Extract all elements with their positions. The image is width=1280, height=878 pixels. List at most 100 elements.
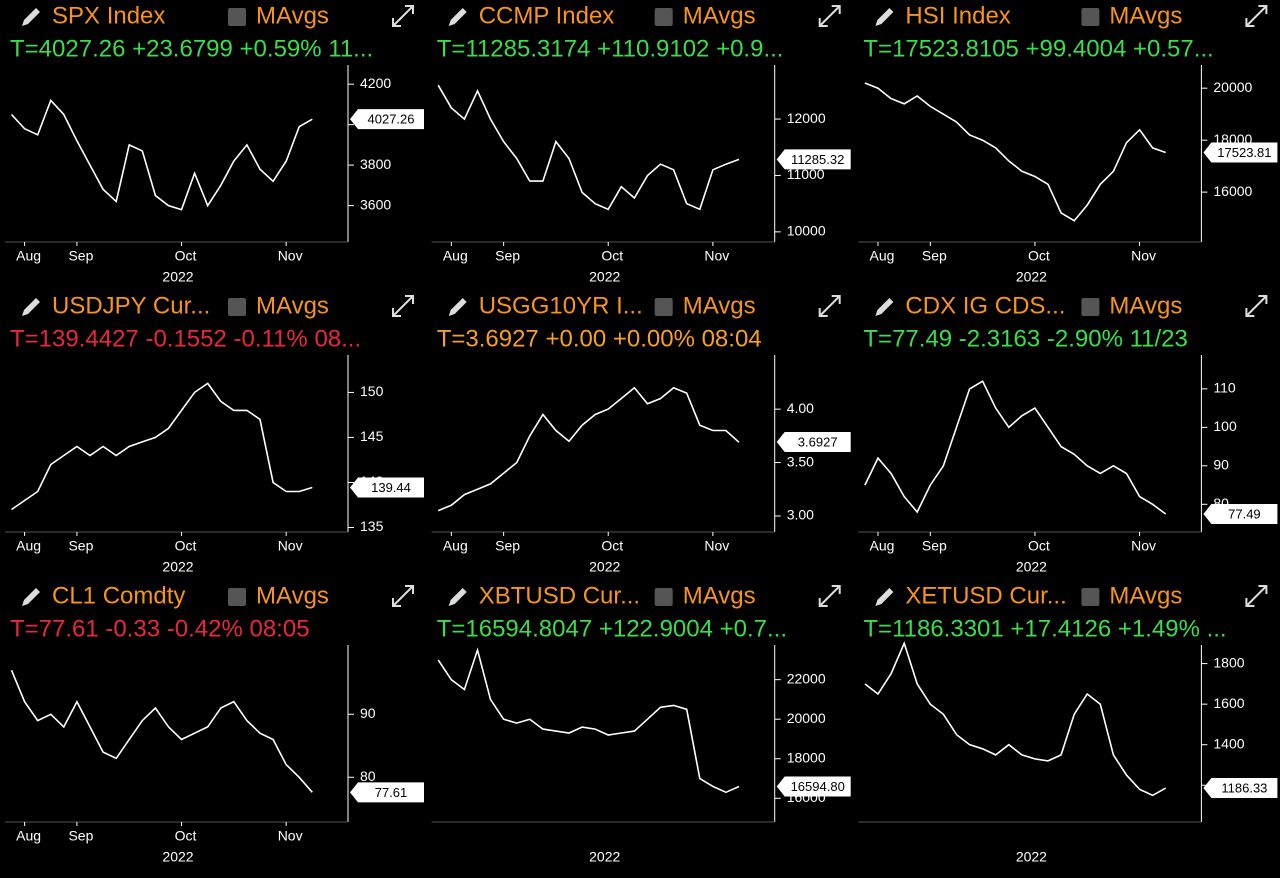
last-value-label: 17523.81	[1217, 145, 1271, 160]
x-tick-label: Oct	[175, 248, 197, 264]
toggle-label[interactable]: MAvgs	[1109, 2, 1182, 29]
panel-title: CCMP Index	[479, 2, 615, 29]
edit-icon[interactable]	[22, 8, 40, 26]
x-tick-label: Oct	[175, 538, 197, 554]
chart-panel: USDJPY Cur... MAvgs T=139.4427 -0.1552 -0.…	[5, 292, 424, 575]
quote-line: T=4027.26 +23.6799 +0.59% 11...	[10, 35, 373, 62]
edit-icon[interactable]	[22, 298, 40, 316]
toggle-label[interactable]: MAvgs	[683, 292, 756, 319]
last-value-marker	[776, 776, 851, 797]
edit-icon[interactable]	[875, 8, 894, 26]
expand-icon[interactable]	[1245, 5, 1268, 27]
quote-line: T=17523.8105 +99.4004 +0.57...	[863, 35, 1213, 62]
x-axis-title: 2022	[1016, 269, 1047, 285]
panel-title: CL1 Comdty	[52, 582, 185, 609]
toggle-label[interactable]: MAvgs	[683, 2, 756, 29]
chart-panel: CL1 Comdty MAvgs T=77.61 -0.33 -0.42% 08:0…	[5, 582, 424, 865]
toggle-box[interactable]	[228, 588, 246, 606]
quote-line: T=77.49 -2.3163 -2.90% 11/23	[863, 325, 1187, 352]
chart-panel: XBTUSD Cur... MAvgs T=16594.8047 +122.9004…	[431, 582, 851, 865]
price-line	[864, 82, 1166, 222]
toggle-box[interactable]	[228, 8, 246, 26]
x-tick-label: Aug	[443, 248, 468, 264]
expand-icon[interactable]	[818, 295, 841, 317]
y-tick-label: 20000	[787, 710, 826, 726]
toggle-box[interactable]	[1081, 298, 1100, 316]
edit-icon[interactable]	[875, 588, 894, 606]
toggle-label[interactable]: MAvgs	[256, 2, 329, 29]
toggle-box[interactable]	[228, 298, 246, 316]
price-line	[864, 641, 1167, 797]
y-tick-label: 150	[360, 383, 384, 399]
expand-icon[interactable]	[392, 585, 414, 607]
expand-icon[interactable]	[392, 5, 414, 27]
y-tick-label: 135	[360, 518, 384, 534]
last-value-label: 77.61	[375, 785, 408, 800]
y-tick-label: 3800	[360, 156, 391, 172]
toggle-box[interactable]	[654, 298, 673, 316]
chart-panel: USGG10YR I... MAvgs T=3.6927 +0.00 +0.00% …	[431, 292, 851, 575]
toggle-label[interactable]: MAvgs	[256, 582, 329, 609]
expand-icon[interactable]	[392, 295, 414, 317]
toggle-box[interactable]	[654, 588, 673, 606]
chart-panel: SPX Index MAvgs T=4027.26 +23.6799 +0.59% …	[5, 2, 424, 285]
toggle-box[interactable]	[1081, 8, 1100, 26]
edit-icon[interactable]	[448, 298, 467, 316]
y-tick-label: 80	[360, 768, 376, 784]
quote-line: T=139.4427 -0.1552 -0.11% 08...	[10, 325, 361, 352]
expand-icon[interactable]	[1245, 585, 1268, 607]
last-value-marker	[776, 149, 851, 170]
edit-icon[interactable]	[22, 588, 40, 606]
toggle-label[interactable]: MAvgs	[1109, 292, 1182, 319]
y-tick-label: 20000	[1213, 79, 1252, 95]
y-tick-label: 12000	[787, 110, 826, 126]
toggle-label[interactable]: MAvgs	[256, 292, 329, 319]
y-tick-label: 1400	[1213, 735, 1244, 751]
x-tick-label: Sep	[68, 538, 93, 554]
y-tick-label: 22000	[787, 670, 826, 686]
price-line	[11, 382, 313, 511]
x-tick-label: Sep	[68, 828, 93, 844]
x-tick-label: Oct	[175, 828, 197, 844]
x-tick-label: Aug	[16, 248, 41, 264]
toggle-box[interactable]	[1081, 588, 1100, 606]
x-axis-title: 2022	[162, 559, 193, 575]
x-axis-title: 2022	[162, 269, 193, 285]
last-value-marker	[350, 477, 424, 498]
toggle-box[interactable]	[654, 8, 673, 26]
x-tick-label: Nov	[278, 248, 303, 264]
chart-panel: XETUSD Cur... MAvgs T=1186.3301 +17.4126 +…	[858, 582, 1278, 865]
x-axis-title: 2022	[162, 849, 193, 865]
last-value-label: 3.6927	[798, 434, 838, 449]
y-tick-label: 4200	[360, 75, 391, 91]
edit-icon[interactable]	[448, 8, 467, 26]
y-tick-label: 145	[360, 428, 384, 444]
last-value-label: 16594.80	[791, 779, 845, 794]
edit-icon[interactable]	[875, 298, 894, 316]
last-value-marker	[1203, 142, 1278, 163]
edit-icon[interactable]	[448, 588, 467, 606]
x-tick-label: Aug	[870, 538, 895, 554]
x-tick-label: Sep	[495, 538, 520, 554]
last-value-marker	[350, 109, 424, 130]
last-value-label: 11285.32	[791, 152, 844, 167]
y-tick-label: 1800	[1213, 654, 1244, 670]
panel-title: USDJPY Cur...	[52, 292, 210, 319]
x-tick-label: Aug	[443, 538, 468, 554]
expand-icon[interactable]	[818, 5, 841, 27]
quote-line: T=11285.3174 +110.9102 +0.9...	[437, 35, 784, 62]
x-tick-label: Oct	[1028, 248, 1050, 264]
y-tick-label: 110	[1213, 380, 1236, 396]
y-tick-label: 10000	[787, 223, 826, 239]
quote-line: T=3.6927 +0.00 +0.00% 08:04	[437, 325, 762, 352]
toggle-label[interactable]: MAvgs	[683, 582, 756, 609]
expand-icon[interactable]	[818, 585, 841, 607]
expand-icon[interactable]	[1245, 295, 1268, 317]
price-line	[437, 84, 740, 211]
x-tick-label: Aug	[870, 248, 895, 264]
toggle-label[interactable]: MAvgs	[1109, 582, 1182, 609]
price-line	[10, 98, 313, 211]
x-tick-label: Nov	[1131, 248, 1156, 264]
